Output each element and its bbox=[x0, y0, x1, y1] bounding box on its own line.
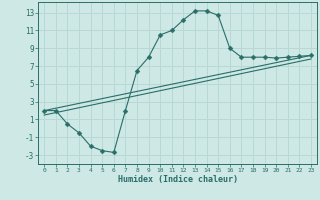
X-axis label: Humidex (Indice chaleur): Humidex (Indice chaleur) bbox=[118, 175, 238, 184]
